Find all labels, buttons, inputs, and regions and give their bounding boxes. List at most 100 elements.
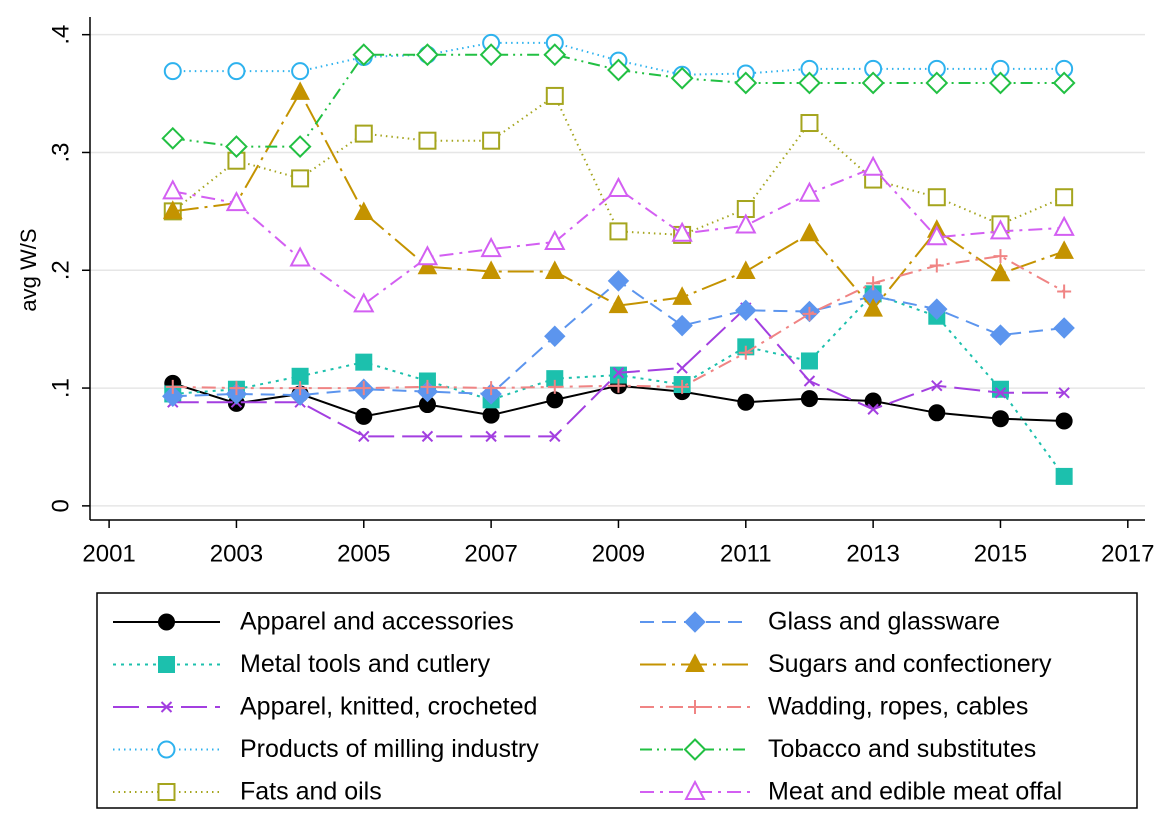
marker [418,131,437,150]
legend-item: Metal tools and cutlery [113,650,491,678]
marker [994,387,1007,399]
legend-marker [683,738,707,761]
legend-label: Metal tools and cutlery [240,650,491,678]
marker [162,179,184,200]
marker [989,71,1012,95]
marker [353,201,374,221]
marker [861,71,885,95]
marker [421,430,434,443]
legend-marker [158,613,175,631]
marker [990,262,1011,282]
marker [607,176,630,197]
marker [352,43,376,67]
marker [162,385,184,408]
marker [926,298,948,320]
legend-label: Wadding, ropes, cables [768,693,1028,721]
marker [289,384,311,406]
marker [734,71,758,95]
marker [480,236,502,258]
marker [735,260,756,279]
marker [676,362,688,374]
legend-item: Sugars and confectionery [640,650,1052,678]
marker [671,314,693,337]
y-tick-label: 0 [47,499,74,512]
marker [798,71,821,95]
marker [1058,387,1070,399]
legend-marker [157,783,176,801]
series-line [172,90,1065,311]
marker [611,378,626,393]
legend-box [96,592,1138,809]
marker [549,430,561,443]
marker [993,249,1008,264]
marker [161,126,185,150]
marker [225,135,248,158]
marker [991,380,1009,398]
marker [1052,71,1076,95]
marker [416,245,439,266]
marker [355,407,373,425]
y-tick-label: .2 [47,260,74,280]
marker [229,381,244,396]
legend-item: Apparel and accessories [113,608,514,636]
marker [291,62,310,81]
marker [290,81,310,100]
legend-item: Glass and glassware [640,608,1000,636]
marker [293,381,308,396]
marker [607,58,630,82]
marker [735,299,757,322]
marker [867,403,879,415]
y-tick-label: .4 [47,25,74,45]
marker [798,181,821,202]
legend-marker [160,701,173,713]
marker [802,306,817,321]
marker [546,391,564,409]
legend-item: Apparel, knitted, crocheted [113,693,537,721]
marker [926,225,948,246]
series [162,270,1075,408]
series-line [172,166,1065,306]
marker [609,222,628,241]
marker [866,276,881,291]
marker [353,292,375,313]
marker [862,155,884,176]
marker [799,222,820,242]
x-tick-label: 2015 [974,540,1027,567]
series [162,155,1075,313]
legend-label: Glass and glassware [768,608,1000,636]
marker [738,345,753,360]
marker [484,381,499,396]
marker [227,62,246,81]
marker [737,393,755,411]
series [162,81,1074,317]
marker [929,258,944,273]
marker [800,390,818,408]
y-tick-label: .1 [47,378,74,398]
marker [931,380,943,392]
marker [1057,284,1072,299]
marker [544,260,565,279]
legend-label: Meat and edible meat offal [768,778,1062,806]
marker [735,213,757,234]
y-axis-label: avg W/S [16,228,41,311]
marker [479,43,503,67]
series [161,43,1076,158]
marker [355,353,373,371]
legend-marker [688,700,702,714]
legend-item: Fats and oils [113,778,382,806]
marker [225,190,248,212]
x-tick-label: 2013 [846,540,899,567]
marker [675,379,690,394]
marker [485,430,497,443]
marker [1053,317,1075,339]
marker [989,324,1012,346]
marker [672,286,692,305]
marker [1054,240,1074,259]
legend-label: Apparel and accessories [240,608,514,636]
marker [1055,412,1073,430]
x-tick-label: 2001 [82,540,135,567]
marker [803,375,816,387]
marker [482,131,501,150]
marker [162,200,183,219]
